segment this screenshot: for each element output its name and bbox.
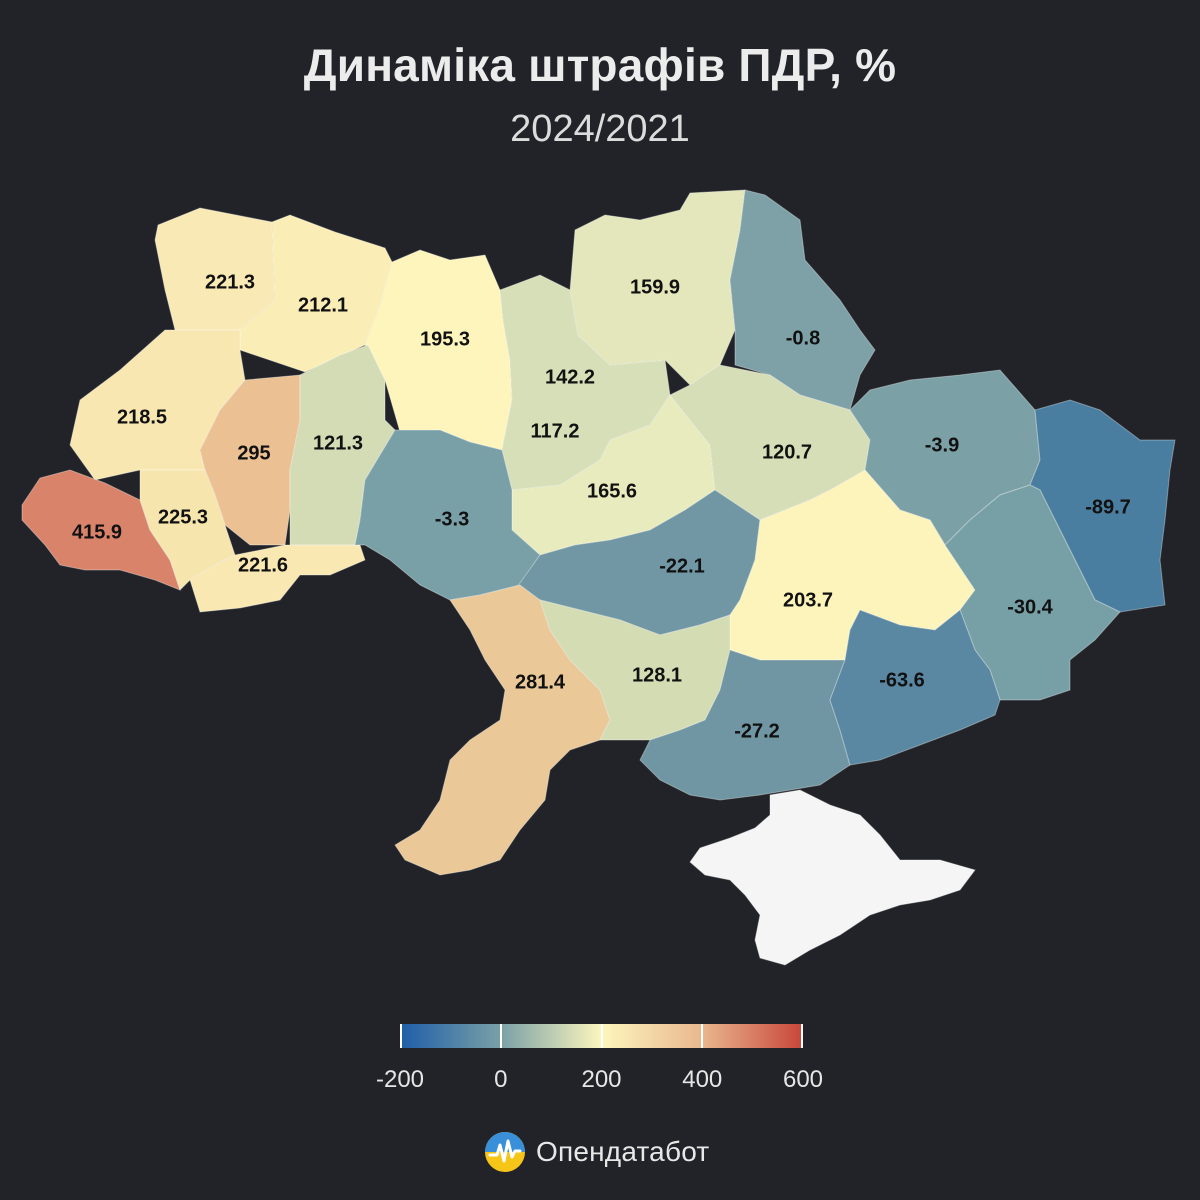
region-label-poltava: 120.7 bbox=[762, 441, 812, 463]
region-label-donetsk: -30.4 bbox=[1007, 596, 1053, 618]
legend-tick-label: 400 bbox=[682, 1066, 723, 1093]
map-title: Динаміка штрафів ПДР, % bbox=[303, 39, 897, 91]
region-label-cherkasy: 165.6 bbox=[587, 480, 637, 502]
region-zaporizhzhia bbox=[829, 609, 1001, 766]
legend-tick-label: -200 bbox=[375, 1066, 425, 1093]
region-label-lviv: 218.5 bbox=[117, 406, 167, 428]
region-label-volyn: 221.3 bbox=[205, 271, 255, 293]
region-label-rivne: 212.1 bbox=[298, 294, 348, 316]
legend-tick-label: 0 bbox=[494, 1066, 508, 1093]
region-label-kyiv: 117.2 bbox=[531, 420, 580, 442]
region-label-dnipro: 203.7 bbox=[783, 589, 833, 611]
color-scale-bar bbox=[400, 1024, 803, 1048]
legend-tick-label: 200 bbox=[581, 1066, 622, 1093]
region-label-sumy: -0.8 bbox=[786, 327, 820, 349]
legend-tick bbox=[499, 1024, 502, 1048]
region-label-kirovohrad: -22.1 bbox=[659, 555, 705, 577]
region-label-vinnytsia: -3.3 bbox=[435, 508, 469, 530]
region-label-odesa: 281.4 bbox=[515, 671, 566, 693]
region-label-kyiv-city: 142.2 bbox=[545, 366, 595, 388]
legend-tick bbox=[801, 1024, 803, 1048]
region-label-kharkiv: -3.9 bbox=[925, 434, 959, 456]
region-label-khmelnytskyi: 121.3 bbox=[313, 432, 363, 454]
legend-tick bbox=[600, 1024, 603, 1048]
region-crimea bbox=[689, 789, 976, 966]
region-label-luhansk: -89.7 bbox=[1085, 496, 1131, 518]
legend-tick bbox=[701, 1024, 704, 1048]
region-label-chernivtsi: 221.6 bbox=[238, 554, 288, 576]
region-label-zaporizhzhia: -63.6 bbox=[879, 669, 925, 691]
region-label-ivano-frankivsk: 225.3 bbox=[158, 506, 208, 528]
region-sumy bbox=[729, 189, 876, 411]
legend-tick-label: 600 bbox=[782, 1066, 824, 1093]
brand: Опендатабот bbox=[484, 1130, 709, 1174]
opendatabot-logo-icon bbox=[485, 1132, 525, 1172]
legend-tick bbox=[400, 1024, 402, 1048]
region-volyn bbox=[154, 207, 276, 331]
region-label-zhytomyr: 195.3 bbox=[420, 328, 470, 350]
map-subtitle: 2024/2021 bbox=[510, 108, 690, 150]
region-label-chernihiv: 159.9 bbox=[630, 276, 680, 298]
region-chernivtsi bbox=[189, 544, 366, 613]
region-label-mykolaiv: 128.1 bbox=[632, 664, 682, 686]
region-label-ternopil: 295 bbox=[237, 442, 270, 464]
region-label-kherson: -27.2 bbox=[734, 720, 780, 742]
region-label-zakarpattia: 415.9 bbox=[72, 521, 122, 543]
brand-name: Опендатабот bbox=[536, 1136, 710, 1167]
